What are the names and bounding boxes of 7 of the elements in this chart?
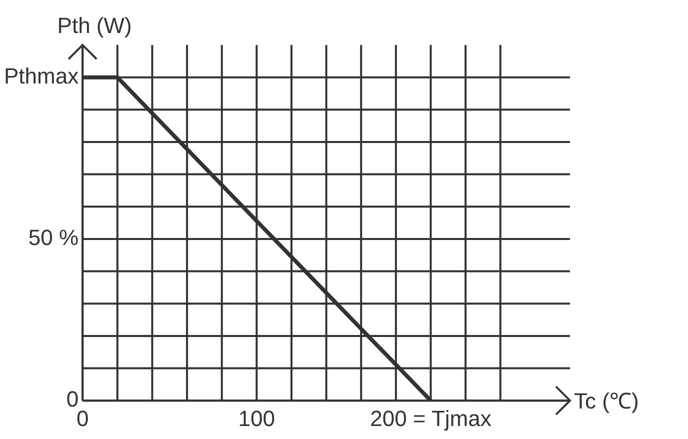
x-axis-title: Tc (℃)	[574, 388, 639, 414]
y-tick-label: 0	[66, 386, 79, 412]
y-tick-label: 50 %	[28, 225, 79, 250]
x-tick-label: 100	[238, 406, 276, 431]
y-tick-label: Pthmax	[4, 63, 79, 88]
y-axis-title: Pth (W)	[57, 13, 132, 38]
x-tick-label: 200 = Tjmax	[370, 406, 492, 431]
